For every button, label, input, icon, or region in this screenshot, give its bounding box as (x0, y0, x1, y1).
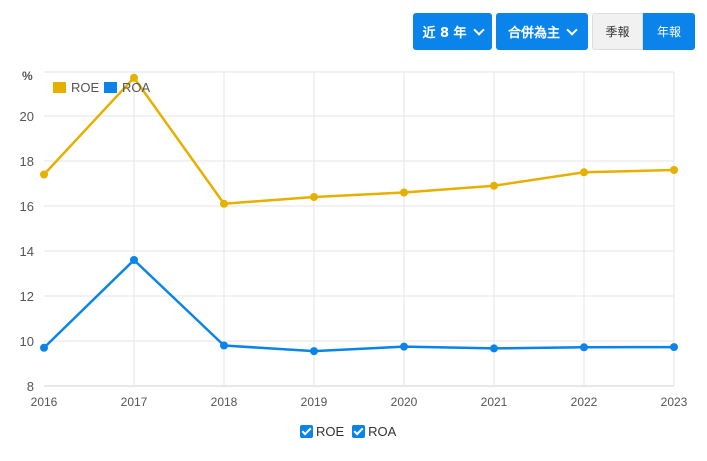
scope-label: 合併為主 (507, 26, 560, 41)
quarterly-button[interactable]: 季報 (592, 13, 643, 50)
roa-point[interactable] (40, 343, 48, 352)
roa-point[interactable] (220, 341, 228, 350)
roa-point[interactable] (490, 344, 498, 353)
roa-point[interactable] (670, 343, 678, 352)
roe-point[interactable] (130, 73, 138, 82)
range-dropdown-button[interactable]: 近 8 年 (413, 13, 492, 50)
legend-roe-label: ROE (71, 80, 100, 95)
roa-point[interactable] (580, 343, 588, 352)
x-tick-label: 2019 (301, 395, 328, 409)
toggle-roa[interactable]: ROA (352, 424, 396, 439)
x-tick-label: 2021 (481, 395, 508, 409)
y-tick-label: 8 (27, 379, 34, 394)
y-tick-label: 12 (20, 289, 34, 304)
roe-point[interactable] (580, 168, 588, 177)
y-unit-label: % (22, 69, 33, 83)
y-tick-label: 20 (20, 109, 34, 124)
roe-point[interactable] (40, 170, 48, 179)
bottom-legend: ROE ROA (300, 424, 396, 439)
scope-dropdown-button[interactable]: 合併為主 (496, 13, 588, 50)
grid-lines (44, 71, 675, 387)
roa-point[interactable] (130, 256, 138, 264)
roa-line (43, 258, 675, 353)
y-tick-label: 16 (20, 199, 34, 214)
x-tick-label: 2016 (31, 395, 58, 409)
roa-point[interactable] (310, 347, 318, 356)
x-axis: 2016 2017 2018 2019 2020 2021 2022 2023 (31, 395, 688, 409)
legend-roa-label: ROA (122, 80, 151, 95)
roe-line (43, 76, 675, 205)
x-tick-label: 2020 (391, 395, 418, 409)
y-tick-label: 14 (20, 244, 34, 259)
roe-point[interactable] (670, 166, 678, 174)
toggle-roe[interactable]: ROE (300, 424, 344, 439)
annual-button[interactable]: 年報 (643, 13, 695, 50)
roe-swatch-icon (53, 82, 66, 93)
y-tick-label: 10 (20, 334, 34, 349)
data-series (40, 73, 678, 356)
y-tick-label: 18 (20, 154, 34, 169)
toolbar: 近 8 年 合併為主 季報 年報 (413, 13, 695, 50)
roe-point[interactable] (400, 188, 408, 197)
roa-swatch-icon (104, 82, 117, 93)
x-tick-label: 2018 (211, 395, 238, 409)
checkbox-icon[interactable] (300, 425, 313, 438)
top-legend: ROE ROA (53, 80, 151, 95)
x-tick-label: 2017 (121, 395, 148, 409)
y-axis: 8 10 12 14 16 18 20 (20, 109, 34, 394)
roe-point[interactable] (490, 181, 498, 190)
roe-point[interactable] (220, 199, 228, 208)
x-tick-label: 2022 (571, 395, 598, 409)
roe-point[interactable] (310, 193, 318, 201)
range-label: 近 8 年 (422, 26, 467, 41)
toggle-roe-label: ROE (316, 424, 345, 439)
roa-point[interactable] (400, 342, 408, 351)
checkbox-icon[interactable] (352, 425, 366, 438)
x-tick-label: 2023 (661, 395, 688, 409)
toggle-roa-label: ROA (368, 424, 397, 439)
